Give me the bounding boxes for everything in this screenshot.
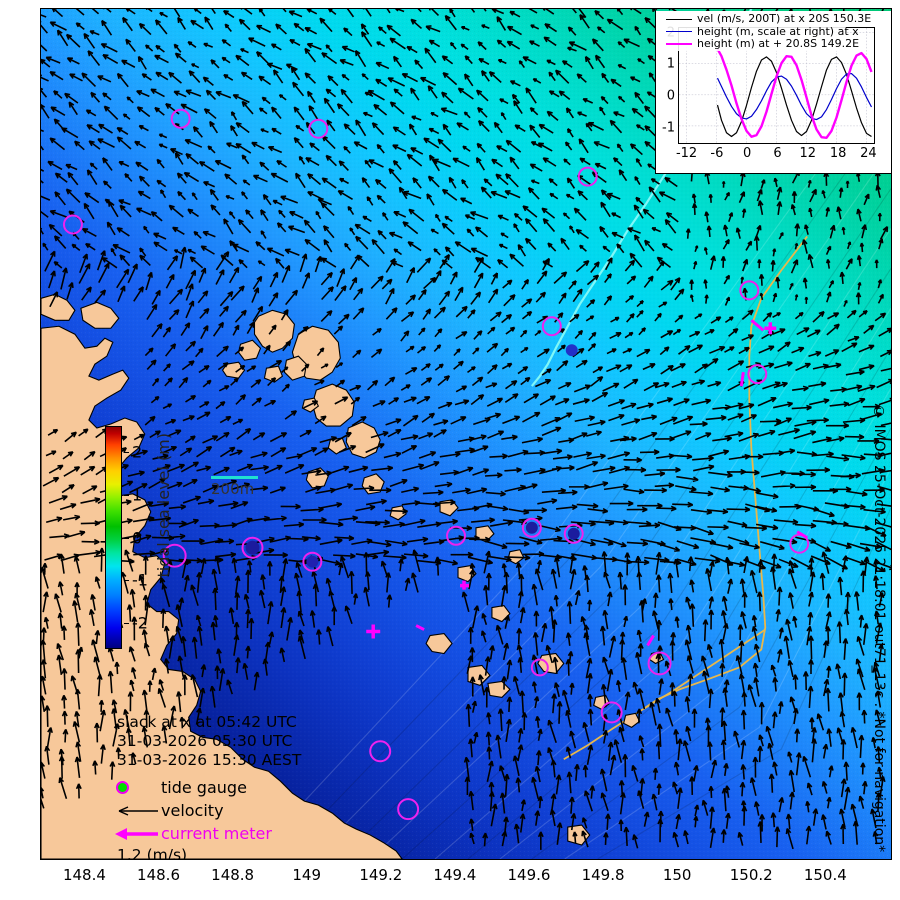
x-axis-tick-label: 148.4	[62, 866, 106, 884]
velocity-arrow-icon	[113, 801, 161, 821]
scale-bar-label: 200m	[211, 480, 255, 498]
scale-bar-line	[211, 476, 258, 479]
legend-label-current-meter: current meter	[161, 824, 272, 843]
colorbar-title: tidal sea level (m)	[154, 433, 173, 578]
inset-chart-legend: vel (m/s, 200T) at x 20S 150.3E height (m…	[666, 12, 871, 51]
legend-item-current-meter: current meter	[113, 822, 272, 845]
x-axis-tick-label: 149	[292, 866, 322, 884]
tide-gauge-icon	[113, 778, 161, 798]
tide-gauge-fills	[245, 344, 580, 568]
tide-gauge-markers[interactable]	[62, 108, 810, 821]
inset-y-right-tick-label: 2	[874, 48, 891, 63]
colorbar-gradient	[105, 426, 122, 649]
x-axis-tick-label: 150.4	[803, 866, 847, 884]
inset-legend-label: vel (m/s, 200T) at x 20S 150.3E	[697, 12, 872, 25]
annotation-line: slack at x at 05:42 UTC	[117, 713, 297, 731]
annotation-line: 31-03-2026 15:30 AEST	[117, 751, 302, 769]
colorbar-tick-label: -1	[132, 570, 148, 590]
landmass-group	[41, 293, 665, 859]
inset-legend-row-2: height (m) at + 20.8S 149.2E	[666, 37, 859, 51]
colorbar-tick-label: 1	[132, 485, 143, 505]
map-annotation-notes: slack at x at 05:42 UTC 31-03-2026 05:30 …	[117, 713, 301, 770]
x-axis-tick-label: 148.8	[211, 866, 255, 884]
inset-y-left-tick-label: 1	[666, 56, 675, 72]
inset-legend-swatch	[666, 18, 692, 20]
inset-legend-row-1: height (m, scale at right) at x	[666, 25, 859, 39]
x-axis-tick-label: 149.4	[433, 866, 477, 884]
inset-y-left-tick-label: 0	[666, 88, 675, 104]
scale-bar: 200m	[211, 476, 258, 498]
colorbar-tick-mark	[124, 537, 129, 539]
colorbar-tick-mark	[124, 451, 129, 453]
inset-y-right-tick-label: -1	[874, 112, 891, 127]
colorbar: 2 1 0 -1 -2	[105, 426, 148, 649]
inset-x-tick-label: 6	[773, 146, 782, 161]
inset-y-right-tick-label: 0	[874, 91, 891, 106]
map-panel[interactable]: 2 1 0 -1 -2 tidal sea level (m) 200m slack a…	[40, 8, 892, 860]
current-meter-markers[interactable]	[366, 322, 777, 639]
map-legend: tide gauge velocity curr	[113, 776, 272, 845]
current-meter-arrow-icon	[113, 824, 161, 844]
colorbar-tick-label: 0	[132, 528, 143, 547]
current-meter-vectors	[415, 319, 808, 647]
x-axis-tick-label: 148.6	[137, 866, 181, 884]
inset-series-line-2	[717, 49, 871, 138]
colorbar-tick-mark	[124, 623, 129, 625]
inset-y-left-tick-label: -1	[662, 120, 675, 136]
inset-y-right-tick-label: 1	[874, 69, 891, 84]
inset-legend-swatch	[666, 31, 692, 33]
x-axis-tick-label: 149.6	[507, 866, 551, 884]
annotation-line: 31-03-2026 05:30 UTC	[117, 732, 293, 750]
x-axis-tick-label: 150	[662, 866, 692, 884]
x-axis-tick-label: 150.2	[729, 866, 773, 884]
inset-x-tick-label: 12	[799, 146, 817, 161]
inset-legend-label: height (m) at + 20.8S 149.2E	[697, 37, 860, 50]
legend-item-tide-gauge: tide gauge	[113, 776, 272, 799]
inset-y-right-tick-label: 3	[874, 27, 891, 42]
inset-x-tick-label: 24	[860, 146, 877, 161]
inset-legend-swatch	[666, 43, 692, 46]
inset-x-tick-label: 0	[743, 146, 752, 161]
legend-item-velocity: velocity	[113, 799, 272, 822]
inset-x-tick-label: 18	[829, 146, 847, 161]
inset-series-canvas	[679, 28, 874, 143]
inset-x-tick-label: -6	[710, 146, 724, 161]
x-axis-tick-label: 149.8	[581, 866, 625, 884]
inset-x-tick-label: -12	[675, 146, 698, 161]
inset-legend-row-0: vel (m/s, 200T) at x 20S 150.3E	[666, 12, 871, 26]
inset-legend-label: height (m, scale at right) at x	[697, 24, 859, 38]
velocity-scale-label: 1.2 (m/s)	[117, 846, 188, 860]
colorbar-tick-mark	[124, 494, 129, 496]
inset-series-line-0	[717, 57, 871, 137]
colorbar-tick-label: 2	[132, 442, 143, 462]
copyright-notice: © IMOS 25-Oct-2025 21:18:01 out71_13c . …	[871, 404, 887, 853]
legend-label-tide-gauge: tide gauge	[161, 778, 247, 797]
colorbar-tick-mark	[124, 580, 129, 582]
x-axis-tick-label: 149.2	[359, 866, 403, 884]
colorbar-tick-label: -2	[132, 613, 148, 633]
legend-label-velocity: velocity	[161, 801, 224, 820]
